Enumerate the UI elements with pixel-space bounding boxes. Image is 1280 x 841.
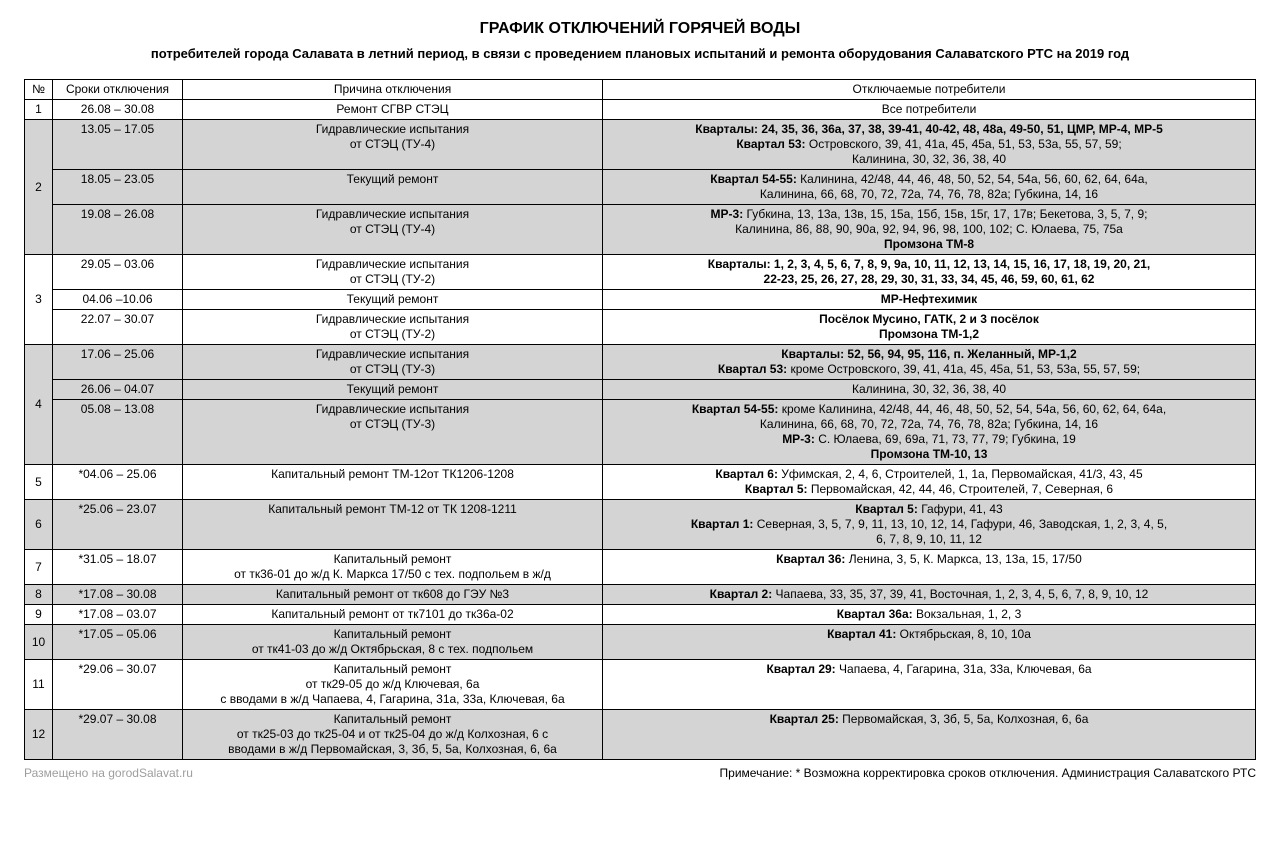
cell-consumers: Квартал 5: Гафури, 41, 43Квартал 1: Севе…	[603, 500, 1256, 550]
table-row: 5*04.06 – 25.06Капитальный ремонт ТМ-12о…	[25, 465, 1256, 500]
cell-dates: *17.08 – 30.08	[53, 585, 183, 605]
cell-num: 5	[25, 465, 53, 500]
cell-dates: 04.06 –10.06	[53, 290, 183, 310]
table-row: 417.06 – 25.06Гидравлические испытанияот…	[25, 345, 1256, 380]
cell-consumers: Все потребители	[603, 100, 1256, 120]
cell-num: 8	[25, 585, 53, 605]
cell-dates: *29.07 – 30.08	[53, 710, 183, 760]
table-row: 7*31.05 – 18.07Капитальный ремонтот тк36…	[25, 550, 1256, 585]
cell-reason: Капитальный ремонтот тк36-01 до ж/д К. М…	[183, 550, 603, 585]
cell-consumers: Квартал 29: Чапаева, 4, Гагарина, 31а, 3…	[603, 660, 1256, 710]
cell-num: 10	[25, 625, 53, 660]
cell-reason: Текущий ремонт	[183, 170, 603, 205]
cell-reason: Капитальный ремонтот тк29-05 до ж/д Ключ…	[183, 660, 603, 710]
cell-consumers: Кварталы: 52, 56, 94, 95, 116, п. Желанн…	[603, 345, 1256, 380]
cell-num: 1	[25, 100, 53, 120]
table-row: 05.08 – 13.08Гидравлические испытанияот …	[25, 400, 1256, 465]
cell-reason: Капитальный ремонтот тк25-03 до тк25-04 …	[183, 710, 603, 760]
cell-num: 3	[25, 255, 53, 345]
cell-consumers: Калинина, 30, 32, 36, 38, 40	[603, 380, 1256, 400]
cell-consumers: Квартал 6: Уфимская, 2, 4, 6, Строителей…	[603, 465, 1256, 500]
table-row: 329.05 – 03.06Гидравлические испытанияот…	[25, 255, 1256, 290]
col-reason: Причина отключения	[183, 80, 603, 100]
cell-num: 11	[25, 660, 53, 710]
cell-reason: Гидравлические испытанияот СТЭЦ (ТУ-3)	[183, 345, 603, 380]
cell-dates: 22.07 – 30.07	[53, 310, 183, 345]
cell-consumers: МР-Нефтехимик	[603, 290, 1256, 310]
table-row: 04.06 –10.06Текущий ремонтМР-Нефтехимик	[25, 290, 1256, 310]
footer-source: Размещено на gorodSalavat.ru	[24, 766, 193, 780]
cell-reason: Гидравлические испытанияот СТЭЦ (ТУ-4)	[183, 205, 603, 255]
cell-dates: *17.08 – 03.07	[53, 605, 183, 625]
cell-dates: 05.08 – 13.08	[53, 400, 183, 465]
footer-note: Примечание: * Возможна корректировка сро…	[720, 766, 1256, 780]
cell-reason: Гидравлические испытанияот СТЭЦ (ТУ-3)	[183, 400, 603, 465]
table-row: 19.08 – 26.08Гидравлические испытанияот …	[25, 205, 1256, 255]
table-row: 26.06 – 04.07Текущий ремонтКалинина, 30,…	[25, 380, 1256, 400]
schedule-table: № Сроки отключения Причина отключения От…	[24, 79, 1256, 760]
table-body: 126.08 – 30.08Ремонт СГВР СТЭЦВсе потреб…	[25, 100, 1256, 760]
cell-consumers: Квартал 2: Чапаева, 33, 35, 37, 39, 41, …	[603, 585, 1256, 605]
table-row: 126.08 – 30.08Ремонт СГВР СТЭЦВсе потреб…	[25, 100, 1256, 120]
cell-reason: Ремонт СГВР СТЭЦ	[183, 100, 603, 120]
cell-num: 9	[25, 605, 53, 625]
cell-dates: *31.05 – 18.07	[53, 550, 183, 585]
table-row: 12*29.07 – 30.08Капитальный ремонтот тк2…	[25, 710, 1256, 760]
table-row: 8*17.08 – 30.08Капитальный ремонт от тк6…	[25, 585, 1256, 605]
col-dates: Сроки отключения	[53, 80, 183, 100]
cell-num: 7	[25, 550, 53, 585]
cell-consumers: МР-3: Губкина, 13, 13а, 13в, 15, 15а, 15…	[603, 205, 1256, 255]
cell-consumers: Квартал 25: Первомайская, 3, 3б, 5, 5а, …	[603, 710, 1256, 760]
cell-dates: 26.08 – 30.08	[53, 100, 183, 120]
table-row: 11*29.06 – 30.07Капитальный ремонтот тк2…	[25, 660, 1256, 710]
cell-dates: 26.06 – 04.07	[53, 380, 183, 400]
cell-consumers: Квартал 54-55: Калинина, 42/48, 44, 46, …	[603, 170, 1256, 205]
cell-consumers: Посёлок Мусино, ГАТК, 2 и 3 посёлокПромз…	[603, 310, 1256, 345]
table-row: 6*25.06 – 23.07Капитальный ремонт ТМ-12 …	[25, 500, 1256, 550]
cell-dates: *29.06 – 30.07	[53, 660, 183, 710]
table-row: 22.07 – 30.07Гидравлические испытанияот …	[25, 310, 1256, 345]
cell-consumers: Квартал 41: Октябрьская, 8, 10, 10а	[603, 625, 1256, 660]
cell-dates: 19.08 – 26.08	[53, 205, 183, 255]
col-num: №	[25, 80, 53, 100]
cell-reason: Капитальный ремонтот тк41-03 до ж/д Октя…	[183, 625, 603, 660]
cell-consumers: Квартал 36а: Вокзальная, 1, 2, 3	[603, 605, 1256, 625]
cell-reason: Капитальный ремонт ТМ-12 от ТК 1208-1211	[183, 500, 603, 550]
cell-consumers: Квартал 54-55: кроме Калинина, 42/48, 44…	[603, 400, 1256, 465]
cell-num: 6	[25, 500, 53, 550]
cell-num: 2	[25, 120, 53, 255]
cell-reason: Капитальный ремонт от тк608 до ГЭУ №3	[183, 585, 603, 605]
cell-dates: *25.06 – 23.07	[53, 500, 183, 550]
header-row: № Сроки отключения Причина отключения От…	[25, 80, 1256, 100]
cell-reason: Гидравлические испытанияот СТЭЦ (ТУ-2)	[183, 310, 603, 345]
table-row: 9*17.08 – 03.07Капитальный ремонт от тк7…	[25, 605, 1256, 625]
cell-num: 4	[25, 345, 53, 465]
cell-dates: 13.05 – 17.05	[53, 120, 183, 170]
cell-reason: Текущий ремонт	[183, 290, 603, 310]
table-row: 10*17.05 – 05.06Капитальный ремонтот тк4…	[25, 625, 1256, 660]
cell-dates: *17.05 – 05.06	[53, 625, 183, 660]
cell-dates: 29.05 – 03.06	[53, 255, 183, 290]
cell-num: 12	[25, 710, 53, 760]
cell-reason: Текущий ремонт	[183, 380, 603, 400]
page-title: ГРАФИК ОТКЛЮЧЕНИЙ ГОРЯЧЕЙ ВОДЫ	[24, 20, 1256, 38]
table-row: 213.05 – 17.05Гидравлические испытанияот…	[25, 120, 1256, 170]
cell-consumers: Кварталы: 24, 35, 36, 36а, 37, 38, 39-41…	[603, 120, 1256, 170]
cell-reason: Гидравлические испытанияот СТЭЦ (ТУ-4)	[183, 120, 603, 170]
cell-reason: Капитальный ремонт от тк7101 до тк36а-02	[183, 605, 603, 625]
cell-consumers: Квартал 36: Ленина, 3, 5, К. Маркса, 13,…	[603, 550, 1256, 585]
cell-reason: Гидравлические испытанияот СТЭЦ (ТУ-2)	[183, 255, 603, 290]
col-consumers: Отключаемые потребители	[603, 80, 1256, 100]
page-subtitle: потребителей города Салавата в летний пе…	[24, 46, 1256, 61]
table-row: 18.05 – 23.05Текущий ремонтКвартал 54-55…	[25, 170, 1256, 205]
cell-dates: 18.05 – 23.05	[53, 170, 183, 205]
cell-dates: 17.06 – 25.06	[53, 345, 183, 380]
cell-dates: *04.06 – 25.06	[53, 465, 183, 500]
cell-consumers: Кварталы: 1, 2, 3, 4, 5, 6, 7, 8, 9, 9а,…	[603, 255, 1256, 290]
cell-reason: Капитальный ремонт ТМ-12от ТК1206-1208	[183, 465, 603, 500]
